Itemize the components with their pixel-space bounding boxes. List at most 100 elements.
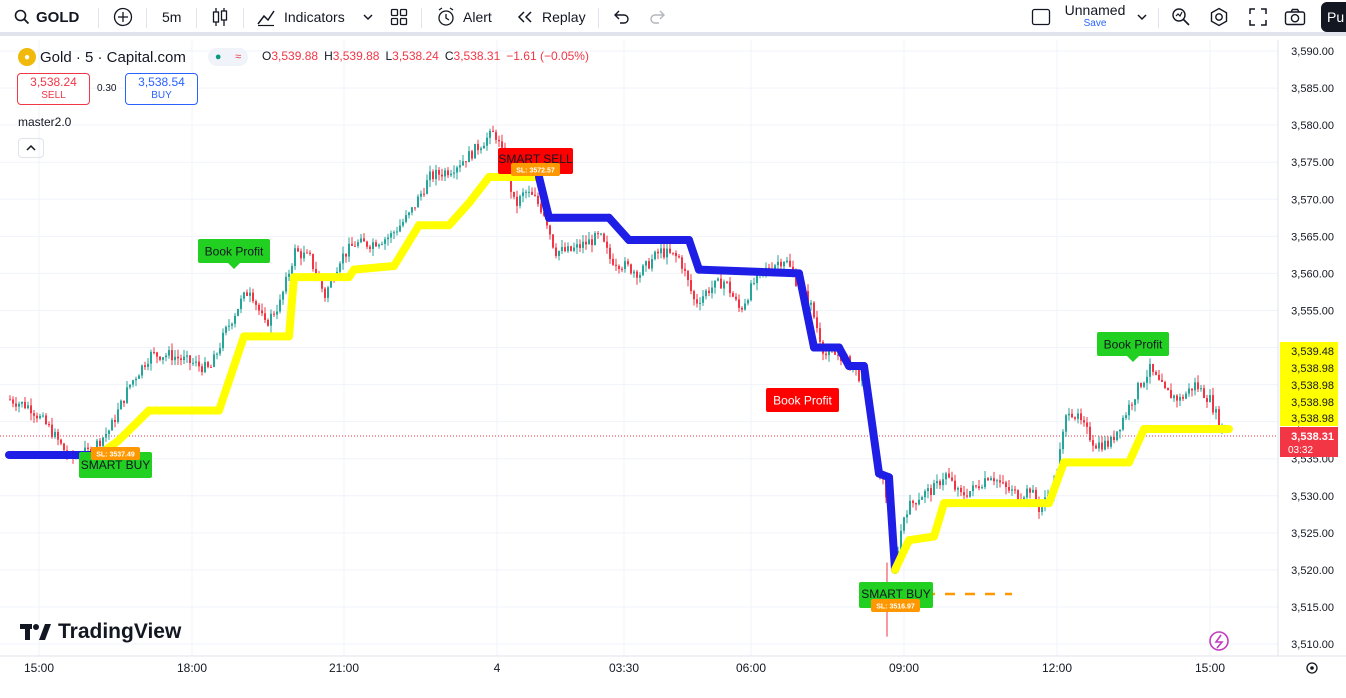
undo-button[interactable] xyxy=(612,0,630,34)
replay-button[interactable]: Replay xyxy=(516,0,586,34)
market-status-pill[interactable]: ● ≈ xyxy=(208,48,248,66)
candle-body xyxy=(165,355,167,358)
candle-body xyxy=(1128,404,1130,416)
chevron-down-icon xyxy=(363,14,373,21)
collapse-legend-button[interactable] xyxy=(18,138,44,158)
candle-body xyxy=(510,172,512,192)
candle-body xyxy=(1161,379,1163,382)
change-value: −1.61 (−0.05%) xyxy=(506,49,589,63)
time-tick-label: 4 xyxy=(494,661,501,675)
candle-body xyxy=(684,268,686,271)
indicators-button[interactable]: Indicators xyxy=(256,0,345,34)
candle-body xyxy=(291,265,293,274)
supertrend-line xyxy=(5,173,1233,574)
candle-body xyxy=(423,193,425,195)
redo-icon xyxy=(650,10,665,24)
candle-body xyxy=(189,355,191,364)
candle-body xyxy=(588,239,590,245)
candle-body xyxy=(753,283,755,285)
candle-body xyxy=(267,319,269,326)
candle-body xyxy=(243,292,245,299)
candle-body xyxy=(222,332,224,349)
interval-button[interactable]: 5m xyxy=(162,9,182,25)
tradingview-logo-icon xyxy=(20,624,51,640)
candle-body xyxy=(366,241,368,247)
yellow-price-labels: 3,539.48 3,538.98 3,538.98 3,538.98 3,53… xyxy=(1280,342,1338,426)
candle-body xyxy=(1083,420,1085,423)
sell-button[interactable]: 3,538.24 SELL xyxy=(17,73,90,105)
price-tick-label: 3,570.00 xyxy=(1291,194,1334,206)
time-tick-label: 21:00 xyxy=(329,661,359,675)
candle-body xyxy=(735,296,737,300)
candle-body xyxy=(1212,395,1214,413)
top-toolbar: GOLD 5m Indicators Alert Replay Unnamed … xyxy=(0,0,1346,36)
candle-body xyxy=(549,225,551,235)
candle-body xyxy=(564,247,566,252)
candle-body xyxy=(1014,489,1016,491)
buy-button[interactable]: 3,538.54 BUY xyxy=(125,73,198,105)
candle-body xyxy=(1104,440,1106,450)
candle-body xyxy=(786,260,788,263)
candle-body xyxy=(639,275,641,278)
open-label: O xyxy=(262,49,272,63)
layout-name-button[interactable]: Unnamed Save xyxy=(1065,0,1126,34)
candle-body xyxy=(282,291,284,300)
gold-logo-icon: ● xyxy=(18,48,36,66)
indicator-name[interactable]: master2.0 xyxy=(18,115,72,129)
price-chart[interactable]: SMART BUY SL: 3537.49 Book Profit SMART … xyxy=(0,36,1346,698)
candle-body xyxy=(375,242,377,247)
layout-checkbox[interactable] xyxy=(1031,0,1051,34)
price-label: 3,539.48 xyxy=(1291,346,1334,358)
compare-button[interactable] xyxy=(113,0,133,34)
symbol-legend[interactable]: ● Gold · 5 · Capital.com xyxy=(18,48,186,66)
layouts-button[interactable] xyxy=(390,0,408,34)
snapshot-button[interactable] xyxy=(1284,0,1306,34)
quick-search-button[interactable] xyxy=(1171,0,1191,34)
candle-body xyxy=(303,252,305,259)
candle-body xyxy=(39,415,41,419)
fullscreen-button[interactable] xyxy=(1249,0,1267,34)
candle-body xyxy=(312,253,314,270)
candle-body xyxy=(498,139,500,142)
stop-loss-label: SL: 3537.49 xyxy=(96,452,135,459)
chart-type-button[interactable] xyxy=(211,0,229,34)
redo-button[interactable] xyxy=(649,0,667,34)
candle-body xyxy=(1191,388,1193,391)
time-axis[interactable]: 15:00 18:00 21:00 4 03:30 06:00 09:00 12:00 15:0… xyxy=(24,661,1225,675)
book-profit-label: Book Profit xyxy=(773,394,832,408)
axis-settings-icon[interactable] xyxy=(1306,662,1318,674)
candle-body xyxy=(603,233,605,242)
divider xyxy=(196,8,197,28)
lightning-icon[interactable] xyxy=(1209,631,1229,651)
candle-body xyxy=(246,292,248,296)
candle-body xyxy=(408,212,410,216)
candle-body xyxy=(30,405,32,414)
alert-button[interactable]: Alert xyxy=(436,0,492,34)
symbol-search[interactable]: GOLD xyxy=(14,0,79,34)
indicator-templates-button[interactable] xyxy=(362,0,374,34)
candle-body xyxy=(756,273,758,284)
candle-body xyxy=(687,270,689,281)
candle-body xyxy=(1149,363,1151,377)
price-tick-label: 3,555.00 xyxy=(1291,305,1334,317)
time-tick-label: 15:00 xyxy=(1195,661,1225,675)
candle-body xyxy=(486,137,488,146)
candle-body xyxy=(642,265,644,276)
tradingview-logo[interactable]: TradingView xyxy=(20,620,181,644)
settings-button[interactable] xyxy=(1209,0,1229,34)
candle-body xyxy=(516,196,518,206)
candle-body xyxy=(276,311,278,315)
candle-body xyxy=(918,499,920,505)
candle-body xyxy=(429,171,431,181)
candle-body xyxy=(717,278,719,281)
candle-body xyxy=(552,234,554,248)
close-label: C xyxy=(444,49,454,63)
publish-button[interactable]: Pu xyxy=(1321,2,1346,32)
candle-body xyxy=(417,196,419,208)
candle-body xyxy=(309,252,311,254)
candle-body xyxy=(1011,489,1013,491)
candle-body xyxy=(1002,482,1004,484)
candle-body xyxy=(474,143,476,159)
layout-menu-button[interactable] xyxy=(1136,0,1148,34)
supertrend-segment xyxy=(465,173,493,207)
